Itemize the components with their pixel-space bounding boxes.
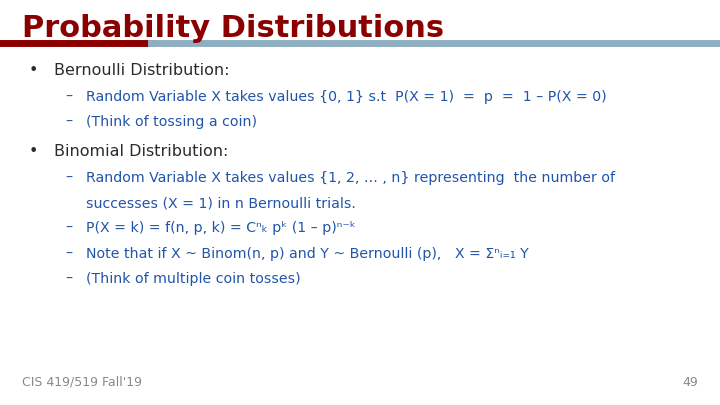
Text: –: – <box>65 272 72 286</box>
Text: –: – <box>65 171 72 185</box>
Text: Binomial Distribution:: Binomial Distribution: <box>54 144 228 159</box>
Text: –: – <box>65 221 72 235</box>
Text: (Think of tossing a coin): (Think of tossing a coin) <box>86 115 258 129</box>
Text: P(X = k) = f(n, p, k) = Cⁿₖ pᵏ (1 – p)ⁿ⁻ᵏ: P(X = k) = f(n, p, k) = Cⁿₖ pᵏ (1 – p)ⁿ⁻… <box>86 221 356 235</box>
Text: Note that if X ~ Binom(n, p) and Y ~ Bernoulli (p),   X = Σⁿᵢ₌₁ Y: Note that if X ~ Binom(n, p) and Y ~ Ber… <box>86 247 529 261</box>
Text: Random Variable X takes values {0, 1} s.t  P(X = 1)  =  p  =  1 – P(X = 0): Random Variable X takes values {0, 1} s.… <box>86 90 607 104</box>
Text: Bernoulli Distribution:: Bernoulli Distribution: <box>54 63 230 78</box>
Text: –: – <box>65 247 72 261</box>
Text: successes (X = 1) in n Bernoulli trials.: successes (X = 1) in n Bernoulli trials. <box>86 196 356 210</box>
Text: •: • <box>29 63 38 78</box>
Text: –: – <box>65 90 72 104</box>
Text: CIS 419/519 Fall'19: CIS 419/519 Fall'19 <box>22 376 142 389</box>
Text: Probability Distributions: Probability Distributions <box>22 14 444 43</box>
Text: (Think of multiple coin tosses): (Think of multiple coin tosses) <box>86 272 301 286</box>
Text: •: • <box>29 144 38 159</box>
Text: Random Variable X takes values {1, 2, … , n} representing  the number of: Random Variable X takes values {1, 2, … … <box>86 171 616 185</box>
Text: –: – <box>65 115 72 129</box>
Text: 49: 49 <box>683 376 698 389</box>
